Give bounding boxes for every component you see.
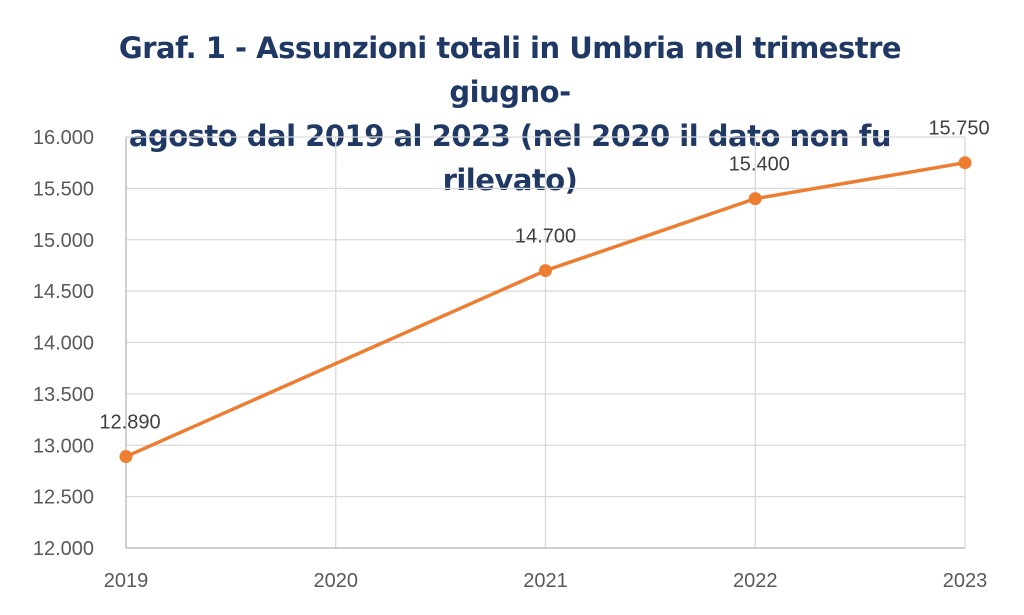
data-point-2023	[958, 156, 972, 170]
data-point-2021	[539, 264, 552, 278]
x-tick-label: 2023	[943, 570, 988, 592]
y-tick-label: 15.500	[33, 178, 94, 200]
gridlines	[126, 136, 966, 548]
x-tick-label: 2022	[733, 570, 778, 592]
x-tick-label: 2019	[104, 570, 149, 592]
y-tick-label: 12.000	[33, 538, 94, 560]
y-tick-label: 13.000	[33, 435, 94, 457]
y-tick-label: 14.000	[33, 333, 94, 355]
y-tick-label: 14.500	[33, 281, 94, 303]
chart-title-line-1: Graf. 1 - Assunzioni totali in Umbria ne…	[118, 31, 902, 109]
y-tick-label: 16.000	[33, 127, 94, 149]
y-tick-label: 13.500	[33, 384, 94, 406]
data-label-2023: 15.750	[928, 118, 989, 140]
series-line	[124, 160, 967, 459]
y-tick-label: 15.000	[33, 230, 94, 252]
data-point-2019	[119, 450, 133, 464]
series-layer	[119, 156, 972, 464]
axes: 12.000 12.500 13.000 13.500 14.000 14.500 15.0…	[33, 127, 987, 592]
data-point-2022	[748, 192, 762, 206]
data-labels: 12.890 14.700 15.400 15.750	[99, 118, 989, 434]
x-tick-label: 2020	[314, 570, 359, 592]
chart-title: Graf. 1 - Assunzioni totali in Umbria ne…	[60, 26, 960, 202]
x-tick-label: 2021	[523, 570, 568, 592]
chart-title-line-2: agosto dal 2019 al 2023 (nel 2020 il dat…	[128, 119, 892, 197]
y-tick-label: 12.500	[33, 487, 94, 509]
data-label-2022: 15.400	[729, 154, 790, 176]
data-label-2019: 12.890	[99, 412, 160, 434]
data-label-2021: 14.700	[515, 226, 576, 248]
